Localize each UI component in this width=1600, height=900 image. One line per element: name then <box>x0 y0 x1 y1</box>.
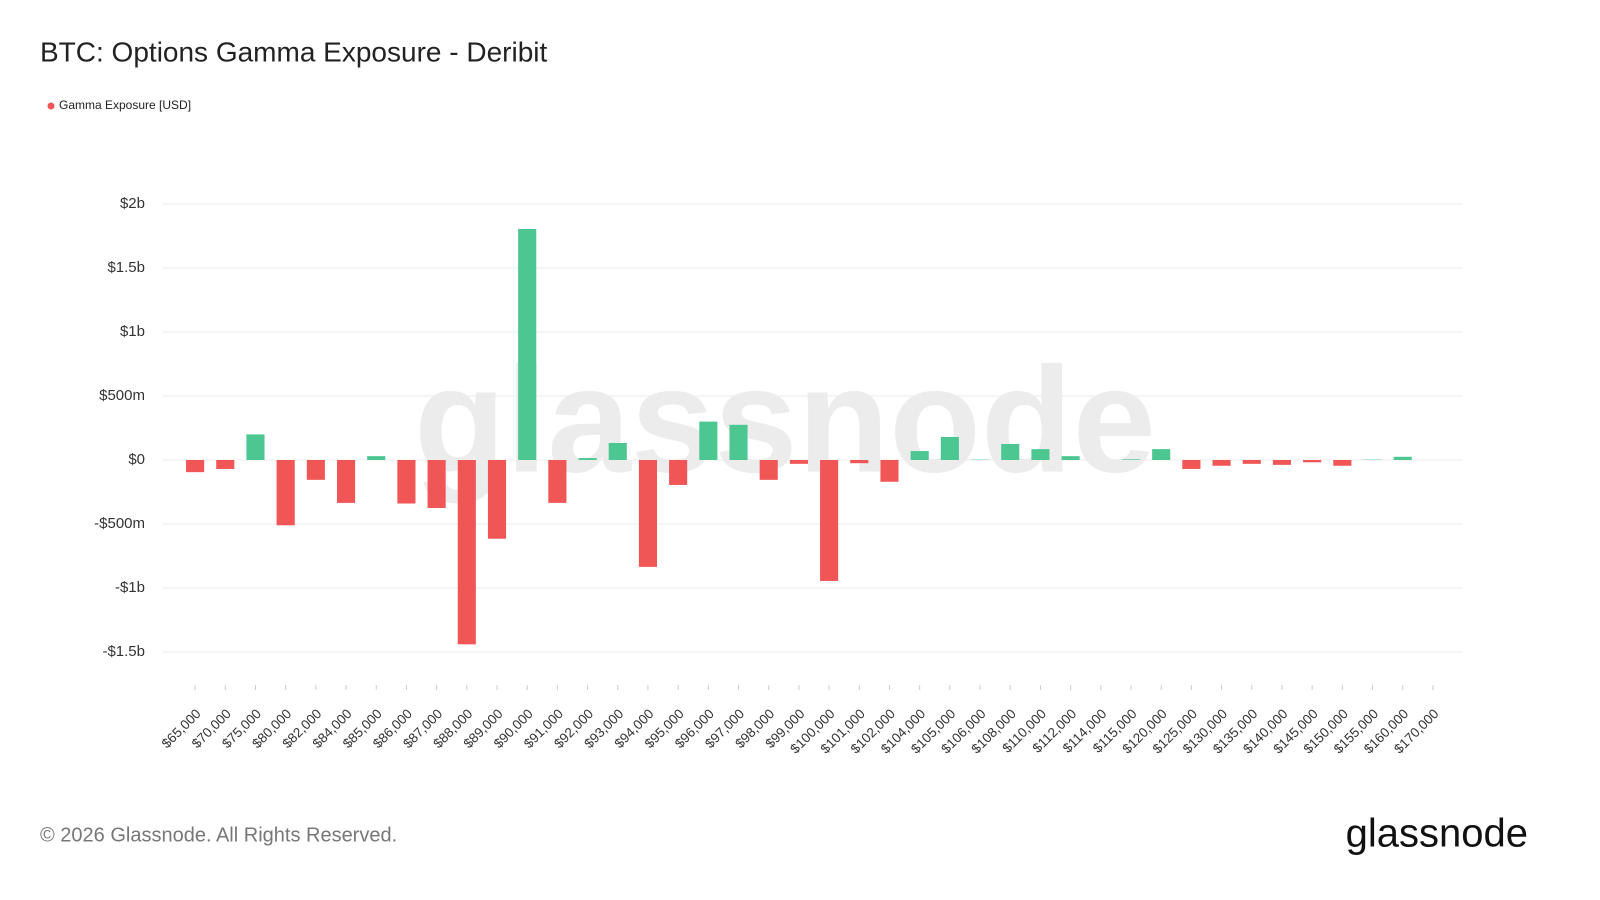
chart-title: BTC: Options Gamma Exposure - Deribit <box>40 36 547 67</box>
y-tick-label: $0 <box>128 451 145 468</box>
bar <box>638 460 658 567</box>
bar <box>940 436 959 460</box>
bar <box>397 460 416 504</box>
y-tick-label: -$500m <box>94 515 145 532</box>
bar <box>1242 460 1261 464</box>
bar <box>1393 456 1412 460</box>
footer: © 2026 Glassnode. All Rights Reserved. <box>40 824 397 846</box>
bar <box>1303 460 1322 463</box>
y-tick-label: $2b <box>120 195 145 212</box>
watermark: glassnode <box>414 336 1156 504</box>
bar <box>216 460 235 469</box>
legend-label: Gamma Exposure [USD] <box>59 98 191 112</box>
y-tick-label: $1b <box>120 323 145 340</box>
bar <box>246 434 265 460</box>
y-tick-label: $1.5b <box>107 259 145 276</box>
bar <box>427 460 446 508</box>
bar <box>276 460 295 526</box>
bar <box>1212 460 1231 466</box>
bar <box>850 460 869 464</box>
bar <box>699 421 718 460</box>
bar <box>669 460 688 485</box>
bar <box>1182 460 1201 469</box>
bar <box>820 460 839 581</box>
bar <box>487 460 507 539</box>
bar <box>306 460 325 480</box>
bar <box>759 460 778 480</box>
bar <box>548 460 567 503</box>
bar <box>457 460 476 645</box>
bar <box>1272 460 1292 465</box>
bar <box>336 460 356 503</box>
bar <box>1121 459 1141 460</box>
y-tick-label: -$1.5b <box>102 643 145 660</box>
y-tick-label: -$1b <box>115 579 145 596</box>
bar <box>880 460 899 482</box>
bar <box>367 456 386 460</box>
bar <box>729 424 748 460</box>
bar <box>608 442 627 460</box>
y-tick-label: $500m <box>99 387 145 404</box>
bar <box>1031 449 1050 460</box>
bar <box>910 451 929 460</box>
logo: glassnode <box>1346 812 1528 856</box>
bar <box>1333 460 1352 466</box>
legend-marker <box>47 102 55 110</box>
bar <box>186 460 205 473</box>
bar <box>518 228 537 460</box>
bar <box>1001 444 1020 460</box>
bar <box>578 458 597 460</box>
bar <box>1152 449 1171 460</box>
bar <box>1061 456 1080 460</box>
bar <box>789 460 808 464</box>
